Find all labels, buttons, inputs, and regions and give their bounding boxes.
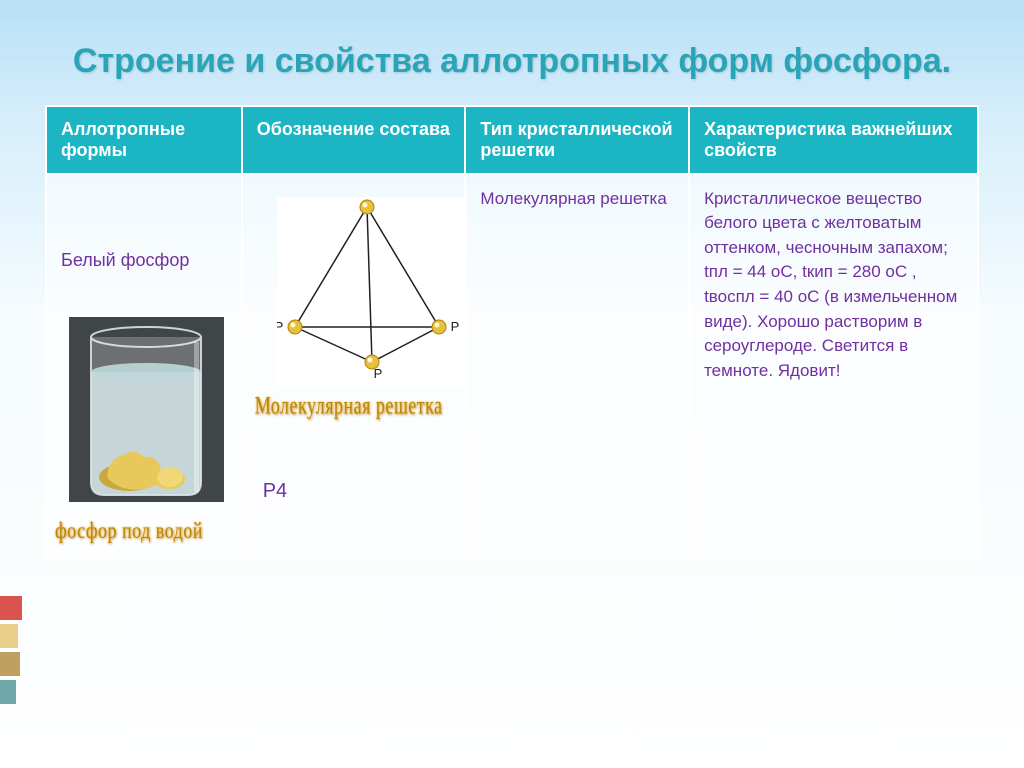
header-lattice: Тип кристаллической решетки [465,106,689,174]
header-forms: Аллотропные формы [46,106,242,174]
properties-text: Кристаллическое вещество белого цвета с … [689,174,978,560]
svg-text:P: P [277,319,283,334]
phosphorus-table: Аллотропные формы Обозначение состава Ти… [45,105,979,561]
svg-text:P: P [362,197,371,198]
slide-title: Строение и свойства аллотропных форм фос… [45,40,979,83]
side-decoration [0,596,22,708]
lattice-type: Молекулярная решетка [465,174,689,560]
beaker-image [69,317,224,510]
molecule-caption: Молекулярная решетка [255,386,443,423]
header-properties: Характеристика важнейших свойств [689,106,978,174]
formula-label: P4 [263,477,287,506]
molecule-diagram: P P P P [277,197,467,395]
svg-text:P: P [373,366,382,381]
allotrope-name: Белый фосфор [61,187,227,273]
header-composition: Обозначение состава [242,106,466,174]
svg-text:P: P [450,319,459,334]
table-row: Белый фосфор [46,174,978,560]
beaker-caption: фосфор под водой [55,513,203,547]
